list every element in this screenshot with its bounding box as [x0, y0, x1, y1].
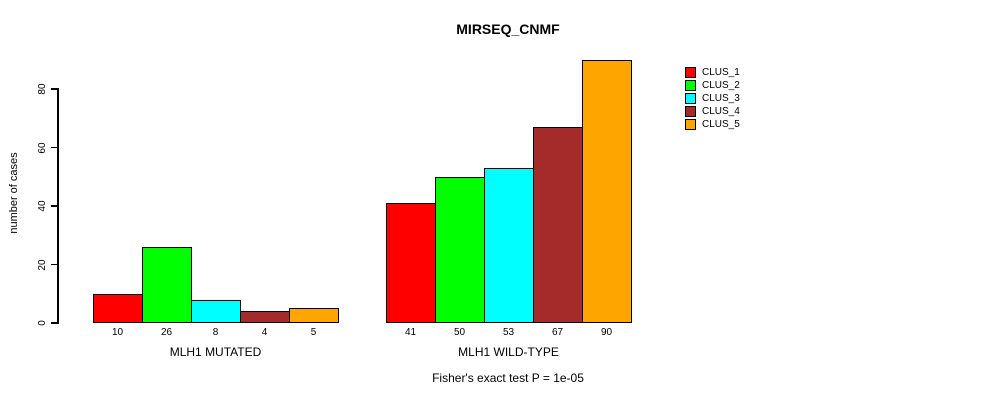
bar-clus-3 [484, 168, 534, 323]
y-axis-label: number of cases [8, 152, 20, 234]
y-tick-mark [51, 263, 57, 266]
legend-item: CLUS_3 [685, 92, 740, 105]
bar-clus-3 [191, 300, 241, 323]
y-tick-mark [51, 205, 57, 207]
legend-color-swatch [685, 80, 696, 91]
y-tick-mark [51, 88, 57, 90]
legend-item-label: CLUS_5 [702, 119, 740, 130]
legend-item: CLUS_1 [685, 66, 740, 79]
bar-value-label: 4 [261, 327, 268, 338]
bar-clus-5 [289, 308, 339, 323]
legend-item-label: CLUS_2 [702, 80, 740, 91]
bar-value-label: 5 [310, 327, 317, 338]
bar-clus-2 [142, 247, 192, 323]
bar-value-label: 10 [111, 327, 124, 338]
bar-value-label: 90 [600, 327, 613, 338]
group-label: MLH1 MUTATED [169, 345, 262, 359]
legend-item: CLUS_2 [685, 79, 740, 92]
legend-item-label: CLUS_1 [702, 67, 740, 78]
bar-value-label: 53 [502, 327, 515, 338]
legend-item-label: CLUS_4 [702, 106, 740, 117]
y-tick-mark [51, 322, 57, 324]
bar-value-label: 26 [160, 327, 173, 338]
bar-value-label: 50 [453, 327, 466, 338]
legend-item: CLUS_5 [685, 118, 740, 131]
group-label: MLH1 WILD-TYPE [458, 345, 559, 359]
bar-clus-2 [435, 177, 485, 323]
chart-title: MIRSEQ_CNMF [456, 21, 560, 37]
y-tick-label: 0 [37, 320, 48, 326]
legend-item: CLUS_4 [685, 105, 740, 118]
bar-value-label: 67 [551, 327, 564, 338]
fisher-test-caption: Fisher's exact test P = 1e-05 [432, 371, 584, 385]
legend: CLUS_1 CLUS_2 CLUS_3 CLUS_4 CLUS_5 [685, 66, 740, 131]
bar-clus-5 [582, 60, 632, 323]
bar-clus-4 [240, 311, 290, 323]
legend-color-swatch [685, 67, 696, 78]
legend-color-swatch [685, 93, 696, 104]
bar-clus-1 [93, 294, 143, 323]
y-tick-label: 80 [37, 83, 48, 95]
y-tick-label: 40 [37, 200, 48, 212]
bar-value-label: 8 [212, 327, 219, 338]
legend-color-swatch [685, 119, 696, 130]
bar-value-label: 41 [404, 327, 417, 338]
y-axis-line [57, 88, 59, 324]
legend-color-swatch [685, 106, 696, 117]
y-tick-mark [51, 146, 57, 149]
y-tick-label: 60 [37, 141, 48, 154]
y-tick-label: 20 [37, 258, 48, 271]
bar-clus-4 [533, 127, 583, 323]
bar-clus-1 [386, 203, 436, 323]
legend-item-label: CLUS_3 [702, 93, 740, 104]
